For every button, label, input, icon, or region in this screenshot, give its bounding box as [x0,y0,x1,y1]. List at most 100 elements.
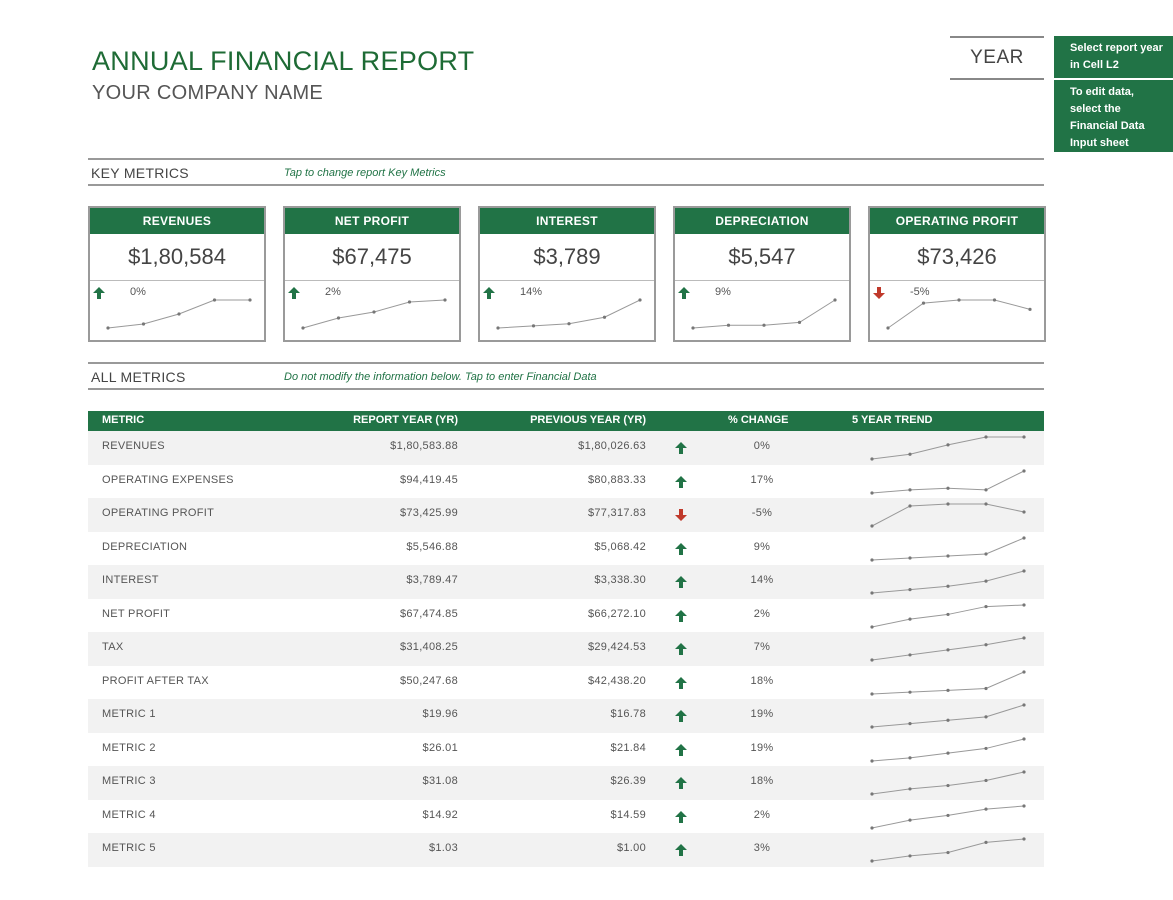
table-row[interactable]: METRIC 4 $14.92 $14.59 2% [88,800,1044,834]
sparkline-point [946,783,950,788]
sparkline-point [946,553,950,558]
row-report-year: $14.92 [422,808,458,821]
metric-card-change: -5% [910,286,930,298]
table-row[interactable]: PROFIT AFTER TAX $50,247.68 $42,438.20 18% [88,666,1044,700]
row-change-arrow [674,575,688,589]
sparkline-chart [870,703,1026,729]
sparkline-point [1022,803,1026,808]
up-arrow-icon [675,643,687,655]
sparkline-point [762,323,766,327]
sparkline-point [946,751,950,755]
metric-card-title: NET PROFIT [285,208,459,234]
sparkline-point [1022,510,1026,514]
row-previous-year: $80,883.33 [587,473,646,486]
up-arrow-icon [678,287,690,299]
table-row[interactable]: METRIC 5 $1.03 $1.00 3% [88,833,1044,867]
key-metrics-hint[interactable]: Tap to change report Key Metrics [284,167,446,179]
sparkline-chart [886,298,1032,330]
sparkline-point [1022,569,1026,573]
row-metric-name: METRIC 4 [102,808,156,821]
sparkline-line [302,299,446,329]
year-instruction-note: Select report year in Cell L2 [1054,36,1173,78]
company-name: YOUR COMPANY NAME [92,82,324,104]
col-trend: 5 YEAR TREND [852,414,933,426]
all-metrics-label: ALL METRICS [91,369,186,385]
table-row[interactable]: METRIC 1 $19.96 $16.78 19% [88,699,1044,733]
sparkline-point [908,452,912,456]
report-title: ANNUAL FINANCIAL REPORT [92,46,475,76]
sparkline-point [984,487,988,491]
sparkline-point [1022,435,1026,439]
row-change-arrow [674,843,688,857]
sparkline-chart [870,803,1026,830]
sparkline-point [908,504,912,508]
metric-card-sparkline [884,296,1034,337]
sparkline-point [984,840,988,844]
metric-card[interactable]: NET PROFIT $67,475 2% [283,206,461,342]
sparkline-point [984,643,988,647]
sparkline-point [908,722,912,726]
sparkline-point [870,557,874,562]
sparkline-point [870,725,874,729]
table-row[interactable]: INTEREST $3,789.47 $3,338.30 14% [88,565,1044,599]
sparkline-point [248,298,252,302]
col-metric: METRIC [102,414,145,426]
row-previous-year: $3,338.30 [594,574,646,586]
row-metric-name: DEPRECIATION [102,540,188,553]
sparkline-chart [870,602,1026,629]
row-previous-year: $1.00 [616,842,646,854]
table-row[interactable]: TAX $31,408.25 $29,424.53 7% [88,632,1044,666]
row-previous-year: $42,438.20 [587,674,646,687]
table-row[interactable]: OPERATING EXPENSES $94,419.45 $80,883.33 17… [88,465,1044,499]
metric-card[interactable]: REVENUES $1,80,584 0% [88,206,266,342]
change-arrow [287,286,301,300]
sparkline-line [871,738,1025,761]
sparkline-chart [301,298,447,330]
row-trend [868,601,1028,634]
sparkline-point [908,787,912,791]
metric-card[interactable]: DEPRECIATION $5,547 9% [673,206,851,342]
all-metrics-hint[interactable]: Do not modify the information below. Tap… [284,371,597,383]
sparkline-point [946,648,950,652]
metric-card-change: 2% [325,286,341,298]
year-cell[interactable]: YEAR [950,36,1044,80]
row-report-year: $5,546.88 [406,540,458,553]
sparkline-point [407,300,412,304]
row-trend [868,835,1028,868]
sparkline-point [886,326,890,330]
table-row[interactable]: METRIC 3 $31.08 $26.39 18% [88,766,1044,800]
row-report-year: $31,408.25 [399,641,458,653]
sparkline-point [336,316,341,320]
sparkline-chart [870,736,1026,763]
sparkline-chart [870,636,1026,662]
row-trend [868,768,1028,801]
metric-card[interactable]: INTEREST $3,789 14% [478,206,656,342]
row-trend [868,567,1028,600]
row-report-year: $1,80,583.88 [390,440,458,452]
row-previous-year: $77,317.83 [587,507,646,519]
row-previous-year: $29,424.53 [587,641,646,653]
table-row[interactable]: NET PROFIT $67,474.85 $66,272.10 2% [88,599,1044,633]
row-change-arrow [674,743,688,757]
metric-card[interactable]: OPERATING PROFIT $73,426 -5% [868,206,1046,342]
row-change-arrow [674,609,688,623]
row-trend [868,735,1028,768]
row-change-arrow [674,642,688,656]
key-metrics-section: KEY METRICS Tap to change report Key Met… [88,158,1044,186]
sparkline-point [1022,602,1026,607]
sparkline-point [984,715,988,719]
change-arrow [872,286,886,300]
row-trend [868,701,1028,734]
sparkline-point [1022,736,1026,741]
metric-card-trend: 0% [90,282,264,340]
row-report-year: $1.03 [428,842,458,854]
table-row[interactable]: METRIC 2 $26.01 $21.84 19% [88,733,1044,767]
table-row[interactable]: REVENUES $1,80,583.88 $1,80,026.63 0% [88,431,1044,465]
sparkline-point [1022,669,1026,674]
table-row[interactable]: DEPRECIATION $5,546.88 $5,068.42 9% [88,532,1044,566]
change-arrow [677,286,691,300]
sparkline-chart [691,298,837,330]
sparkline-point [602,315,607,319]
row-change: 0% [753,440,771,452]
table-row[interactable]: OPERATING PROFIT $73,425.99 $77,317.83 -5% [88,498,1044,532]
